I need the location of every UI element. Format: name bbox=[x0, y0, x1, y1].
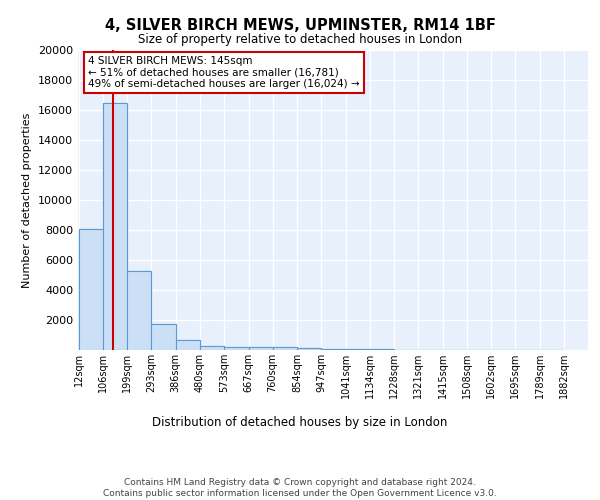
Text: 4 SILVER BIRCH MEWS: 145sqm
← 51% of detached houses are smaller (16,781)
49% of: 4 SILVER BIRCH MEWS: 145sqm ← 51% of det… bbox=[88, 56, 360, 89]
Bar bbox=[321, 349, 346, 350]
Bar bbox=[79, 228, 103, 350]
Bar bbox=[321, 349, 346, 350]
Bar bbox=[248, 348, 272, 350]
Y-axis label: Number of detached properties: Number of detached properties bbox=[22, 112, 32, 288]
Bar bbox=[103, 102, 127, 350]
Bar bbox=[151, 324, 176, 350]
Bar bbox=[176, 340, 200, 350]
Bar bbox=[346, 349, 370, 350]
Bar bbox=[272, 348, 297, 350]
Bar bbox=[176, 340, 200, 350]
Bar bbox=[200, 346, 224, 350]
Bar bbox=[127, 270, 151, 350]
Bar bbox=[346, 349, 370, 350]
Bar bbox=[79, 228, 103, 350]
Bar bbox=[224, 346, 248, 350]
Bar bbox=[151, 324, 176, 350]
Bar bbox=[224, 346, 248, 350]
Bar bbox=[103, 102, 127, 350]
Bar bbox=[297, 348, 321, 350]
Bar bbox=[200, 346, 224, 350]
Bar bbox=[248, 348, 272, 350]
Text: Size of property relative to detached houses in London: Size of property relative to detached ho… bbox=[138, 32, 462, 46]
Text: 4, SILVER BIRCH MEWS, UPMINSTER, RM14 1BF: 4, SILVER BIRCH MEWS, UPMINSTER, RM14 1B… bbox=[104, 18, 496, 32]
Text: Contains HM Land Registry data © Crown copyright and database right 2024.
Contai: Contains HM Land Registry data © Crown c… bbox=[103, 478, 497, 498]
Bar bbox=[272, 348, 297, 350]
Bar bbox=[297, 348, 321, 350]
Text: Distribution of detached houses by size in London: Distribution of detached houses by size … bbox=[152, 416, 448, 429]
Bar bbox=[127, 270, 151, 350]
